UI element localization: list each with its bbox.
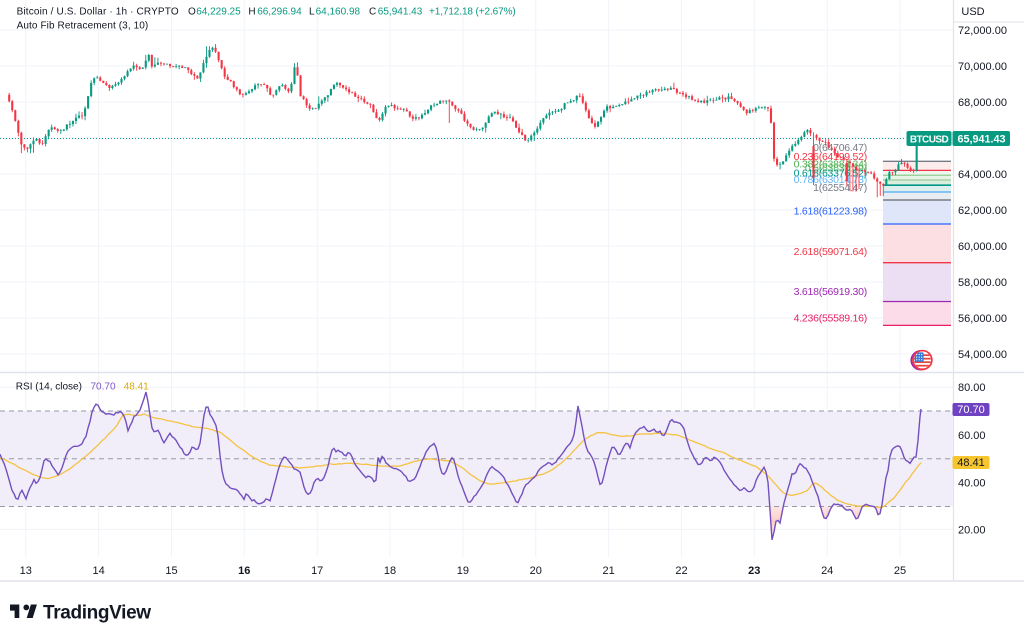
svg-text:1.618(61223.98): 1.618(61223.98) (794, 206, 867, 218)
svg-text:2.618(59071.64): 2.618(59071.64) (794, 246, 867, 258)
svg-text:80.00: 80.00 (958, 382, 986, 394)
svg-text:70.70: 70.70 (91, 382, 116, 393)
svg-text:Auto Fib Retracement (3, 10): Auto Fib Retracement (3, 10) (17, 21, 149, 32)
svg-text:66,296.94: 66,296.94 (257, 7, 302, 18)
svg-text:20: 20 (530, 565, 542, 577)
svg-text:17: 17 (311, 565, 323, 577)
svg-text:68,000.00: 68,000.00 (958, 97, 1007, 109)
svg-text:21: 21 (602, 565, 614, 577)
svg-text:25: 25 (894, 565, 906, 577)
svg-text:L: L (309, 7, 315, 18)
svg-text:0.382(63884.34): 0.382(63884.34) (794, 158, 867, 170)
svg-text:TradingView: TradingView (43, 603, 151, 624)
svg-text:54,000.00: 54,000.00 (958, 349, 1007, 361)
svg-text:64,160.98: 64,160.98 (316, 7, 361, 18)
svg-text:56,000.00: 56,000.00 (958, 313, 1007, 325)
svg-text:Bitcoin / U.S. Dollar · 1h · C: Bitcoin / U.S. Dollar · 1h · CRYPTO (17, 7, 179, 18)
svg-text:62,000.00: 62,000.00 (958, 205, 1007, 217)
svg-text:22: 22 (675, 565, 687, 577)
svg-text:14: 14 (92, 565, 104, 577)
svg-text:16: 16 (238, 565, 250, 577)
svg-text:48.41: 48.41 (957, 457, 985, 469)
svg-text:0.5(63630.39): 0.5(63630.39) (805, 163, 867, 175)
svg-text:C: C (369, 7, 376, 18)
svg-text:0.618(63376.52): 0.618(63376.52) (794, 167, 867, 179)
svg-text:BTCUSD: BTCUSD (910, 134, 949, 145)
svg-text:0(64706.47): 0(64706.47) (813, 142, 867, 154)
svg-text:H: H (248, 7, 255, 18)
svg-text:RSI (14, close): RSI (14, close) (16, 382, 82, 393)
svg-text:20.00: 20.00 (958, 524, 986, 536)
svg-text:23: 23 (748, 565, 760, 577)
svg-text:O: O (188, 7, 196, 18)
svg-text:65,941.43: 65,941.43 (957, 133, 1005, 145)
svg-text:60,000.00: 60,000.00 (958, 241, 1007, 253)
svg-text:4.236(55589.16): 4.236(55589.16) (794, 312, 867, 324)
svg-text:70.70: 70.70 (957, 404, 985, 416)
svg-text:64,000.00: 64,000.00 (958, 169, 1007, 181)
svg-text:USD: USD (961, 6, 984, 18)
svg-text:24: 24 (821, 565, 833, 577)
svg-text:+1,712.18 (+2.67%): +1,712.18 (+2.67%) (429, 7, 516, 18)
svg-text:58,000.00: 58,000.00 (958, 277, 1007, 289)
svg-text:0.236(64199.52): 0.236(64199.52) (794, 151, 867, 163)
svg-text:15: 15 (165, 565, 177, 577)
svg-text:0.786(63014.73): 0.786(63014.73) (794, 174, 867, 186)
svg-text:40.00: 40.00 (958, 478, 986, 490)
svg-text:72,000.00: 72,000.00 (958, 25, 1007, 37)
svg-text:65,941.43: 65,941.43 (378, 7, 423, 18)
svg-text:48.41: 48.41 (124, 382, 149, 393)
svg-text:18: 18 (384, 565, 396, 577)
svg-text:19: 19 (457, 565, 469, 577)
svg-text:60.00: 60.00 (958, 430, 986, 442)
svg-text:3.618(56919.30): 3.618(56919.30) (794, 286, 867, 298)
svg-text:1(62554.47): 1(62554.47) (813, 182, 867, 194)
svg-text:13: 13 (20, 565, 32, 577)
svg-text:64,229.25: 64,229.25 (196, 7, 241, 18)
svg-text:70,000.00: 70,000.00 (958, 61, 1007, 73)
